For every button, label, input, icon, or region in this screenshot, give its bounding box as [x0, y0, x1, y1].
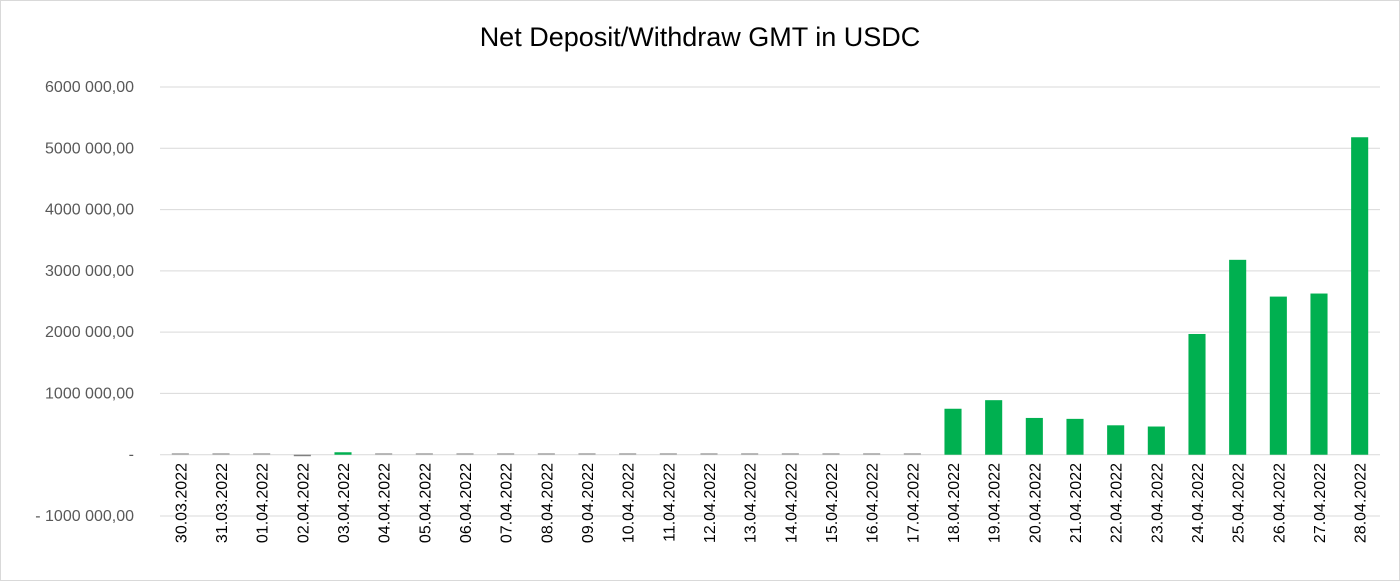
bar	[822, 453, 840, 455]
x-tick-label: 11.04.2022	[661, 463, 678, 542]
bar	[1188, 333, 1206, 455]
bar	[171, 453, 189, 455]
x-tick-label: 28.04.2022	[1353, 463, 1370, 543]
x-tick-label: 30.03.2022	[173, 463, 190, 543]
x-tick-label: 08.04.2022	[539, 463, 556, 543]
bar	[415, 453, 433, 455]
bar	[578, 453, 596, 455]
x-tick-label: 23.04.2022	[1149, 463, 1166, 543]
y-tick-label: 2000 000,00	[45, 324, 134, 341]
bar	[375, 453, 393, 455]
bar	[1351, 137, 1369, 455]
bar	[1066, 418, 1084, 455]
x-tick-label: 16.04.2022	[865, 463, 882, 543]
bar	[619, 453, 637, 455]
bar	[659, 453, 677, 455]
bar	[1147, 426, 1165, 455]
x-tick-label: 18.04.2022	[946, 463, 963, 543]
x-tick-label: 04.04.2022	[377, 463, 394, 543]
bar	[781, 453, 799, 455]
bar	[456, 453, 474, 455]
bar	[1107, 425, 1125, 455]
bar	[1025, 417, 1043, 455]
chart-title: Net Deposit/Withdraw GMT in USDC	[479, 22, 921, 52]
x-tick-label: 19.04.2022	[987, 463, 1004, 543]
bar	[985, 400, 1003, 455]
y-tick-label: 1000 000,00	[45, 385, 134, 402]
x-tick-label: 15.04.2022	[824, 463, 841, 543]
x-tick-label: 06.04.2022	[458, 463, 475, 543]
bar	[944, 408, 962, 455]
x-tick-label: 03.04.2022	[336, 463, 353, 543]
x-tick-label: 26.04.2022	[1271, 463, 1288, 543]
x-tick-label: 20.04.2022	[1027, 463, 1044, 543]
x-tick-label: 12.04.2022	[702, 463, 719, 543]
bar	[1229, 259, 1247, 455]
x-tick-label: 13.04.2022	[743, 463, 760, 543]
y-tick-label: 4000 000,00	[45, 202, 134, 219]
x-tick-label: 31.03.2022	[214, 463, 231, 543]
x-tick-label: 05.04.2022	[417, 463, 434, 543]
bar	[903, 453, 921, 455]
x-tick-label: 02.04.2022	[295, 463, 312, 543]
x-tick-label: 07.04.2022	[499, 463, 516, 543]
x-tick-label: 25.04.2022	[1231, 463, 1248, 543]
y-tick-label: -	[129, 447, 134, 464]
bar	[537, 453, 555, 455]
y-tick-label: - 1000 000,00	[35, 508, 134, 525]
x-tick-label: 10.04.2022	[621, 463, 638, 543]
bar	[212, 453, 230, 455]
bar	[700, 453, 718, 455]
bar	[253, 453, 271, 455]
bar	[863, 453, 881, 455]
x-tick-label: 21.04.2022	[1068, 463, 1085, 543]
bar	[293, 454, 311, 457]
x-tick-label: 14.04.2022	[783, 463, 800, 543]
bar	[741, 453, 759, 455]
x-tick-label: 17.04.2022	[905, 463, 922, 543]
x-tick-label: 01.04.2022	[255, 463, 272, 543]
x-tick-label: 27.04.2022	[1312, 463, 1329, 543]
bar	[1269, 296, 1287, 455]
y-tick-label: 3000 000,00	[45, 263, 134, 280]
bar	[1310, 293, 1328, 455]
x-tick-label: 09.04.2022	[580, 463, 597, 543]
y-tick-label: 5000 000,00	[45, 140, 134, 157]
y-tick-label: 6000 000,00	[45, 79, 134, 96]
x-tick-label: 22.04.2022	[1109, 463, 1126, 543]
bar	[497, 453, 515, 455]
bar	[334, 452, 352, 455]
x-tick-label: 24.04.2022	[1190, 463, 1207, 543]
